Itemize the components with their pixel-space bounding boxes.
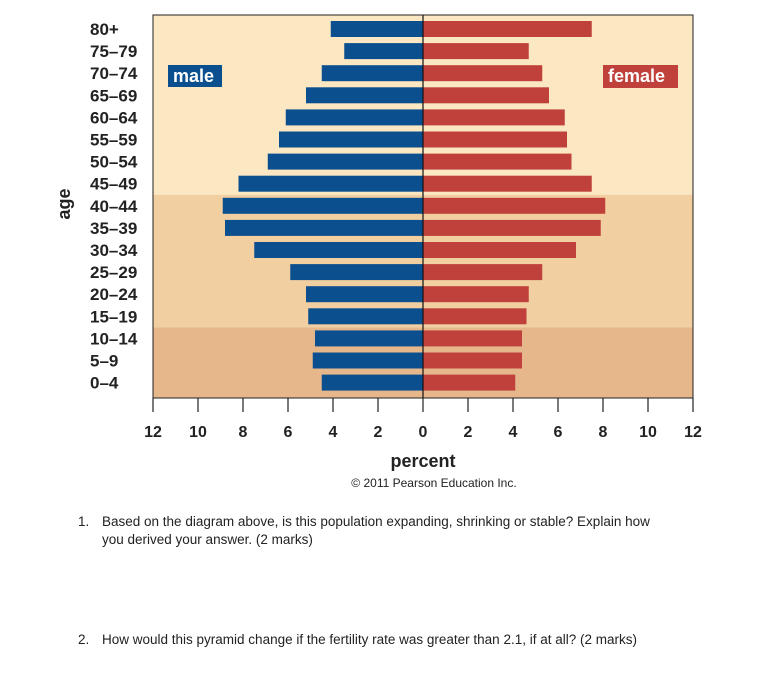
age-tick-label: 10–14 bbox=[90, 329, 138, 348]
age-tick-label: 45–49 bbox=[90, 175, 137, 194]
age-tick-label: 30–34 bbox=[90, 241, 138, 260]
x-tick-label: 4 bbox=[509, 424, 518, 441]
population-pyramid-chart: 12 10 8 6 4 2 0 2 4 6 8 10 12 80+ 75–79 70–74 65–69 60–6… bbox=[54, 14, 702, 490]
age-tick-label: 70–74 bbox=[90, 64, 138, 83]
male-bar bbox=[321, 65, 423, 82]
y-axis-tick-labels: 80+ 75–79 70–74 65–69 60–64 55–59 50–54 45–49 40… bbox=[90, 20, 138, 393]
x-tick-label: 2 bbox=[374, 424, 383, 441]
bars-group bbox=[222, 21, 606, 391]
question-1-number: 1. bbox=[78, 514, 90, 529]
female-bar bbox=[423, 43, 529, 60]
female-bar bbox=[423, 87, 549, 104]
male-bar bbox=[312, 352, 423, 369]
female-bar bbox=[423, 219, 601, 236]
male-bar bbox=[222, 197, 423, 214]
female-bar bbox=[423, 175, 592, 192]
x-tick-label: 4 bbox=[329, 424, 338, 441]
question-2-number: 2. bbox=[78, 632, 90, 647]
male-bar bbox=[290, 264, 423, 281]
male-bar bbox=[306, 286, 423, 303]
x-tick-label: 8 bbox=[239, 424, 248, 441]
male-bar bbox=[267, 153, 423, 170]
age-tick-label: 80+ bbox=[90, 20, 119, 39]
x-tick-label: 10 bbox=[639, 424, 657, 441]
female-bar bbox=[423, 131, 567, 148]
female-bar bbox=[423, 21, 592, 37]
x-tick-label: 8 bbox=[599, 424, 608, 441]
legend-male-label: male bbox=[173, 66, 214, 86]
age-tick-label: 40–44 bbox=[90, 197, 138, 216]
female-bar bbox=[423, 352, 522, 369]
copyright-note: © 2011 Pearson Education Inc. bbox=[351, 476, 516, 490]
legend-male-box bbox=[168, 65, 222, 87]
age-tick-label: 25–29 bbox=[90, 263, 137, 282]
age-tick-label: 5–9 bbox=[90, 352, 118, 371]
female-bar bbox=[423, 264, 543, 281]
female-bar bbox=[423, 197, 606, 214]
female-bar bbox=[423, 374, 516, 391]
question-2-text: How would this pyramid change if the fer… bbox=[102, 632, 637, 647]
age-tick-label: 0–4 bbox=[90, 374, 119, 393]
male-bar bbox=[225, 219, 423, 236]
legend-female-label: female bbox=[608, 66, 665, 86]
x-tick-label: 0 bbox=[419, 424, 428, 441]
male-bar bbox=[285, 109, 423, 126]
x-axis-title: percent bbox=[390, 451, 455, 471]
female-bar bbox=[423, 242, 576, 258]
female-bar bbox=[423, 65, 543, 82]
male-bar bbox=[344, 43, 423, 60]
x-tick-label: 6 bbox=[284, 424, 293, 441]
x-tick-label: 10 bbox=[189, 424, 207, 441]
male-bar bbox=[330, 21, 423, 37]
female-bar bbox=[423, 330, 522, 347]
age-tick-label: 50–54 bbox=[90, 153, 138, 172]
male-bar bbox=[315, 330, 423, 347]
age-tick-label: 65–69 bbox=[90, 86, 137, 105]
x-axis: 12 10 8 6 4 2 0 2 4 6 8 10 12 bbox=[144, 398, 702, 441]
question-1-text: Based on the diagram above, is this popu… bbox=[102, 514, 650, 547]
x-tick-label: 12 bbox=[144, 424, 162, 441]
age-tick-label: 20–24 bbox=[90, 285, 138, 304]
female-bar bbox=[423, 109, 565, 126]
male-bar bbox=[279, 131, 423, 148]
female-bar bbox=[423, 153, 572, 170]
x-tick-label: 12 bbox=[684, 424, 702, 441]
male-bar bbox=[254, 242, 423, 258]
female-bar bbox=[423, 308, 527, 325]
x-tick-label: 2 bbox=[464, 424, 473, 441]
age-tick-label: 55–59 bbox=[90, 131, 137, 150]
male-bar bbox=[306, 87, 423, 104]
male-bar bbox=[238, 175, 423, 192]
male-bar bbox=[308, 308, 423, 325]
y-axis-title: age bbox=[54, 188, 74, 219]
age-tick-label: 60–64 bbox=[90, 108, 138, 127]
male-bar bbox=[321, 374, 423, 391]
x-tick-label: 6 bbox=[554, 424, 563, 441]
age-tick-label: 75–79 bbox=[90, 42, 137, 61]
age-tick-label: 15–19 bbox=[90, 307, 137, 326]
legend-female-box bbox=[603, 65, 678, 88]
female-bar bbox=[423, 286, 529, 303]
age-tick-label: 35–39 bbox=[90, 219, 137, 238]
